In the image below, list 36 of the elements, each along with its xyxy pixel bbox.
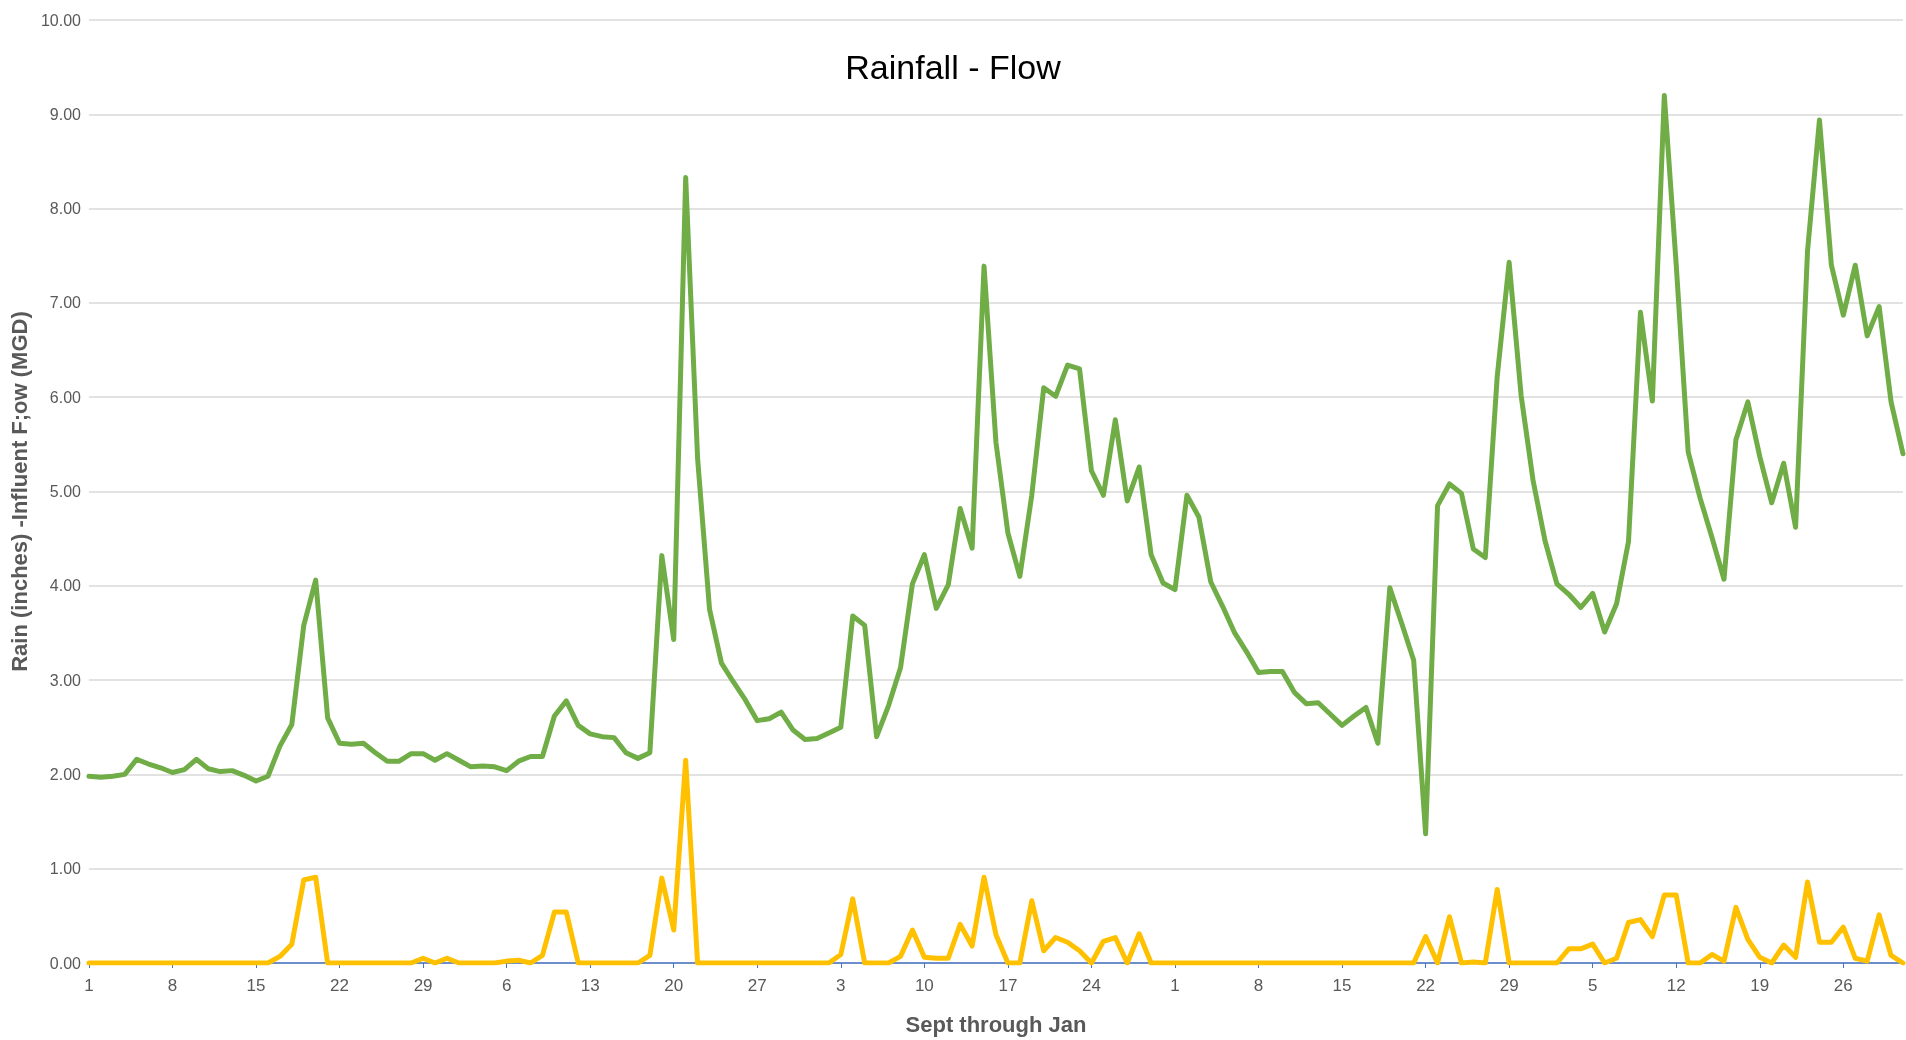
x-tick-label: 15 (246, 976, 266, 995)
x-tick-label: 15 (1332, 976, 1352, 995)
x-tick-label: 3 (836, 976, 846, 995)
x-tick-label: 17 (998, 976, 1018, 995)
x-tick-label: 24 (1081, 976, 1101, 995)
x-tick-label: 8 (1253, 976, 1264, 995)
text: Rainfall - Flow (845, 48, 1062, 86)
y-tick-label: 5.00 (49, 483, 82, 500)
y-tick-label: 9.00 (49, 105, 82, 123)
x-tick-label: 1 (1170, 976, 1180, 995)
x-tick-label: 6 (501, 976, 512, 995)
y-axis-title: Rain (inches) -Influent F;ow (MGD) (6, 311, 32, 672)
x-tick-label: 22 (330, 976, 350, 995)
y-tick-label: 8.00 (49, 200, 82, 218)
x-tick-label: 13 (580, 976, 600, 995)
x-tick-label: 22 (1416, 976, 1436, 995)
x-tick-label: 27 (747, 976, 767, 995)
y-tick-label: 0.00 (49, 954, 82, 972)
x-tick-label: 5 (1587, 976, 1598, 995)
x-tick-label: 1 (84, 976, 94, 995)
y-tick-label: 2.00 (49, 765, 82, 783)
x-tick-label: 29 (1499, 976, 1519, 995)
y-tick-label: 7.00 (49, 294, 82, 312)
x-axis-title: Sept through Jan (905, 1011, 1087, 1037)
x-tick-label: 12 (1666, 976, 1686, 995)
x-tick-label: 8 (167, 976, 178, 995)
y-tick-label: 10.00 (40, 11, 82, 29)
x-tick-label: 26 (1833, 976, 1853, 995)
y-tick-label: 1.00 (49, 860, 82, 878)
y-tick-label: 3.00 (49, 671, 82, 689)
x-tick-label: 20 (664, 976, 684, 995)
x-tick-label: 19 (1750, 976, 1770, 995)
y-tick-label: 4.00 (49, 577, 82, 595)
y-tick-label: 6.00 (49, 388, 82, 406)
x-tick-label: 29 (413, 976, 433, 995)
x-tick-label: 10 (914, 976, 934, 995)
